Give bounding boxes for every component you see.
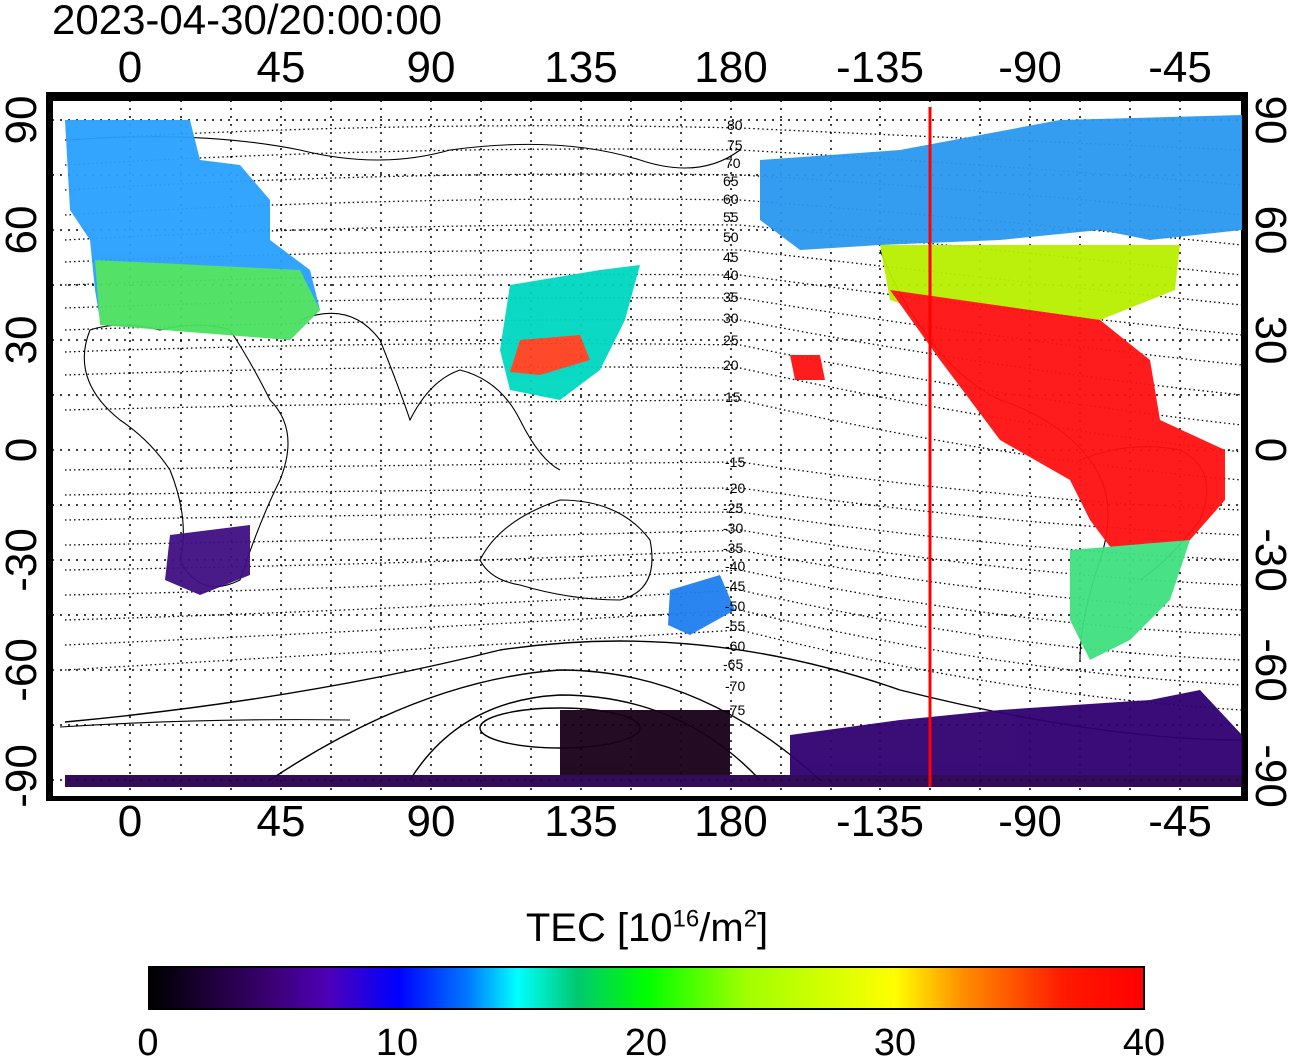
map-frame-border-right xyxy=(1242,92,1248,801)
right-lat-tick: -90 xyxy=(1246,744,1294,808)
colorbar-label: 30 xyxy=(873,1022,917,1064)
tec-region-hawaii xyxy=(790,355,825,380)
top-lon-tick: 135 xyxy=(544,43,618,92)
colorbar xyxy=(148,966,1145,1010)
colorbar-label: 10 xyxy=(375,1022,419,1064)
top-lon-tick: -90 xyxy=(998,43,1062,92)
mag-lat-label: -45 xyxy=(725,578,746,594)
mag-lat-label: -60 xyxy=(725,638,746,654)
bottom-lon-tick: -45 xyxy=(1148,797,1212,846)
mag-lat-label: 45 xyxy=(723,249,739,265)
top-lon-tick: 0 xyxy=(117,43,143,92)
mag-lat-label: 70 xyxy=(725,155,741,171)
mag-lat-label: -15 xyxy=(725,454,746,470)
mag-lat-label: 40 xyxy=(723,267,739,283)
colorbar-label: 0 xyxy=(137,1022,159,1064)
map-timestamp: 2023-04-30/20:00:00 xyxy=(52,0,442,43)
mag-lat-label: -65 xyxy=(723,656,744,672)
tec-region-nz xyxy=(668,575,735,635)
mag-lat-label: -55 xyxy=(725,618,746,634)
mag-lat-label: -25 xyxy=(723,500,744,516)
bottom-lon-tick: 180 xyxy=(694,797,768,846)
bottom-lon-tick: 0 xyxy=(117,797,143,846)
top-lon-tick: 90 xyxy=(406,43,456,92)
mag-lat-label: 65 xyxy=(723,173,739,189)
right-lat-tick: 60 xyxy=(1246,205,1294,255)
right-lat-tick: 30 xyxy=(1246,315,1294,365)
colorbar-label: 40 xyxy=(1122,1022,1166,1064)
mag-lat-label: 30 xyxy=(723,310,739,326)
mag-lat-label: 15 xyxy=(725,389,741,405)
right-lat-tick: -60 xyxy=(1246,638,1294,702)
left-lat-tick: -60 xyxy=(0,638,46,702)
colorbar-label: 20 xyxy=(624,1022,668,1064)
tec-region-south-africa xyxy=(165,525,250,595)
left-lat-tick: 0 xyxy=(0,437,46,463)
right-lat-tick: 0 xyxy=(1246,437,1294,463)
tec-region-south-polar-east xyxy=(790,690,1242,780)
left-lat-tick: 60 xyxy=(0,205,46,255)
top-lon-tick: 180 xyxy=(694,43,768,92)
map-frame-border-top xyxy=(46,92,1248,100)
bottom-lon-tick: 90 xyxy=(406,797,456,846)
left-lat-tick: 30 xyxy=(0,315,46,365)
bottom-lon-tick: -90 xyxy=(998,797,1062,846)
mag-lat-label: 35 xyxy=(723,289,739,305)
map-frame-border-left xyxy=(46,92,52,801)
mag-lat-label: 60 xyxy=(723,191,739,207)
mag-lat-label: 80 xyxy=(727,117,743,133)
mag-lat-label: 50 xyxy=(723,229,739,245)
mag-lat-label: -75 xyxy=(725,702,746,718)
mag-lat-label: 55 xyxy=(723,209,739,225)
tec-region-namerica-north xyxy=(760,115,1242,250)
colorbar-title: TEC [1016/m2] xyxy=(525,905,769,950)
left-lat-tick: -90 xyxy=(0,744,46,808)
right-lat-tick: -30 xyxy=(1246,528,1294,592)
mag-lat-label: -35 xyxy=(723,540,744,556)
tec-region-samerica-south xyxy=(1070,540,1190,660)
mag-lat-label: -70 xyxy=(725,678,746,694)
tec-region-polar-band xyxy=(65,775,1242,787)
bottom-lon-tick: -135 xyxy=(835,797,925,846)
top-lon-tick: 45 xyxy=(256,43,306,92)
mag-lat-label: -30 xyxy=(723,520,744,536)
tec-region-tropics xyxy=(890,290,1225,560)
right-lat-tick: 90 xyxy=(1246,95,1294,145)
mag-lat-label: -40 xyxy=(725,558,746,574)
bottom-lon-tick: 135 xyxy=(544,797,618,846)
left-lat-tick: 90 xyxy=(0,95,46,145)
tec-region-antarctica xyxy=(560,710,730,775)
map-frame-border-bottom xyxy=(46,797,1248,801)
mag-lat-label: -50 xyxy=(725,598,746,614)
mag-lat-label: 25 xyxy=(723,332,739,348)
bottom-lon-tick: 45 xyxy=(256,797,306,846)
mag-lat-label: 75 xyxy=(727,137,743,153)
top-lon-tick: -45 xyxy=(1148,43,1212,92)
left-lat-tick: -30 xyxy=(0,528,46,592)
tec-data xyxy=(65,115,1242,787)
mag-lat-label: 20 xyxy=(723,357,739,373)
tec-region-europe-south xyxy=(95,260,320,340)
top-lon-tick: -135 xyxy=(835,43,925,92)
tec-region-eastasia-core xyxy=(510,335,590,375)
mag-lat-label: -20 xyxy=(725,480,746,496)
